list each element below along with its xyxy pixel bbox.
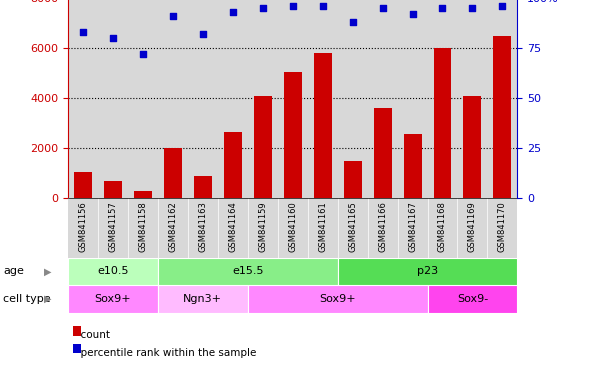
Text: GSM841163: GSM841163 [198,201,207,252]
Text: Ngn3+: Ngn3+ [183,294,222,304]
Bar [254,96,271,198]
Point [138,51,148,58]
Text: GSM841158: GSM841158 [138,201,148,252]
Point [288,3,297,10]
Text: Sox9+: Sox9+ [319,294,356,304]
Bar [68,258,158,285]
Bar [434,48,451,198]
Bar [404,134,421,198]
Point [258,5,267,12]
Bar [224,132,242,198]
Bar [343,161,362,198]
Bar [248,285,428,313]
Point [108,35,117,41]
Bar [493,36,512,198]
Text: cell type: cell type [3,294,51,304]
Bar [464,96,481,198]
Text: Sox9+: Sox9+ [94,294,131,304]
Bar [134,191,152,198]
Point [318,3,327,10]
Text: percentile rank within the sample: percentile rank within the sample [74,348,256,358]
Bar [337,258,517,285]
Point [348,19,358,25]
Text: GSM841168: GSM841168 [438,201,447,252]
Point [408,12,417,18]
Text: GSM841161: GSM841161 [318,201,327,252]
Text: e10.5: e10.5 [97,266,129,276]
Bar [74,172,92,198]
Text: GSM841162: GSM841162 [168,201,177,252]
Text: GSM841164: GSM841164 [228,201,237,252]
Text: GSM841159: GSM841159 [258,201,267,252]
Text: Sox9-: Sox9- [457,294,488,304]
Text: GSM841160: GSM841160 [288,201,297,252]
Bar [158,285,248,313]
Bar [284,72,301,198]
Bar [104,181,122,198]
Text: GSM841157: GSM841157 [109,201,117,252]
Text: ▶: ▶ [44,294,52,304]
Point [438,5,447,12]
Text: GSM841167: GSM841167 [408,201,417,252]
Bar [194,176,212,198]
Point [468,5,477,12]
Bar [428,285,517,313]
Text: count: count [74,330,110,340]
Bar [164,148,182,198]
Text: age: age [3,266,24,276]
Text: e15.5: e15.5 [232,266,263,276]
Bar [158,258,337,285]
Text: ▶: ▶ [44,266,52,276]
Bar [314,53,332,198]
Bar [68,285,158,313]
Point [228,9,237,15]
Text: GSM841170: GSM841170 [498,201,507,252]
Point [498,3,507,10]
Text: GSM841165: GSM841165 [348,201,357,252]
Text: GSM841169: GSM841169 [468,201,477,252]
Point [168,13,178,20]
Point [198,31,208,38]
Point [378,5,387,12]
Text: p23: p23 [417,266,438,276]
Point [78,29,87,35]
Text: GSM841166: GSM841166 [378,201,387,252]
Text: GSM841156: GSM841156 [78,201,87,252]
Bar [373,108,392,198]
